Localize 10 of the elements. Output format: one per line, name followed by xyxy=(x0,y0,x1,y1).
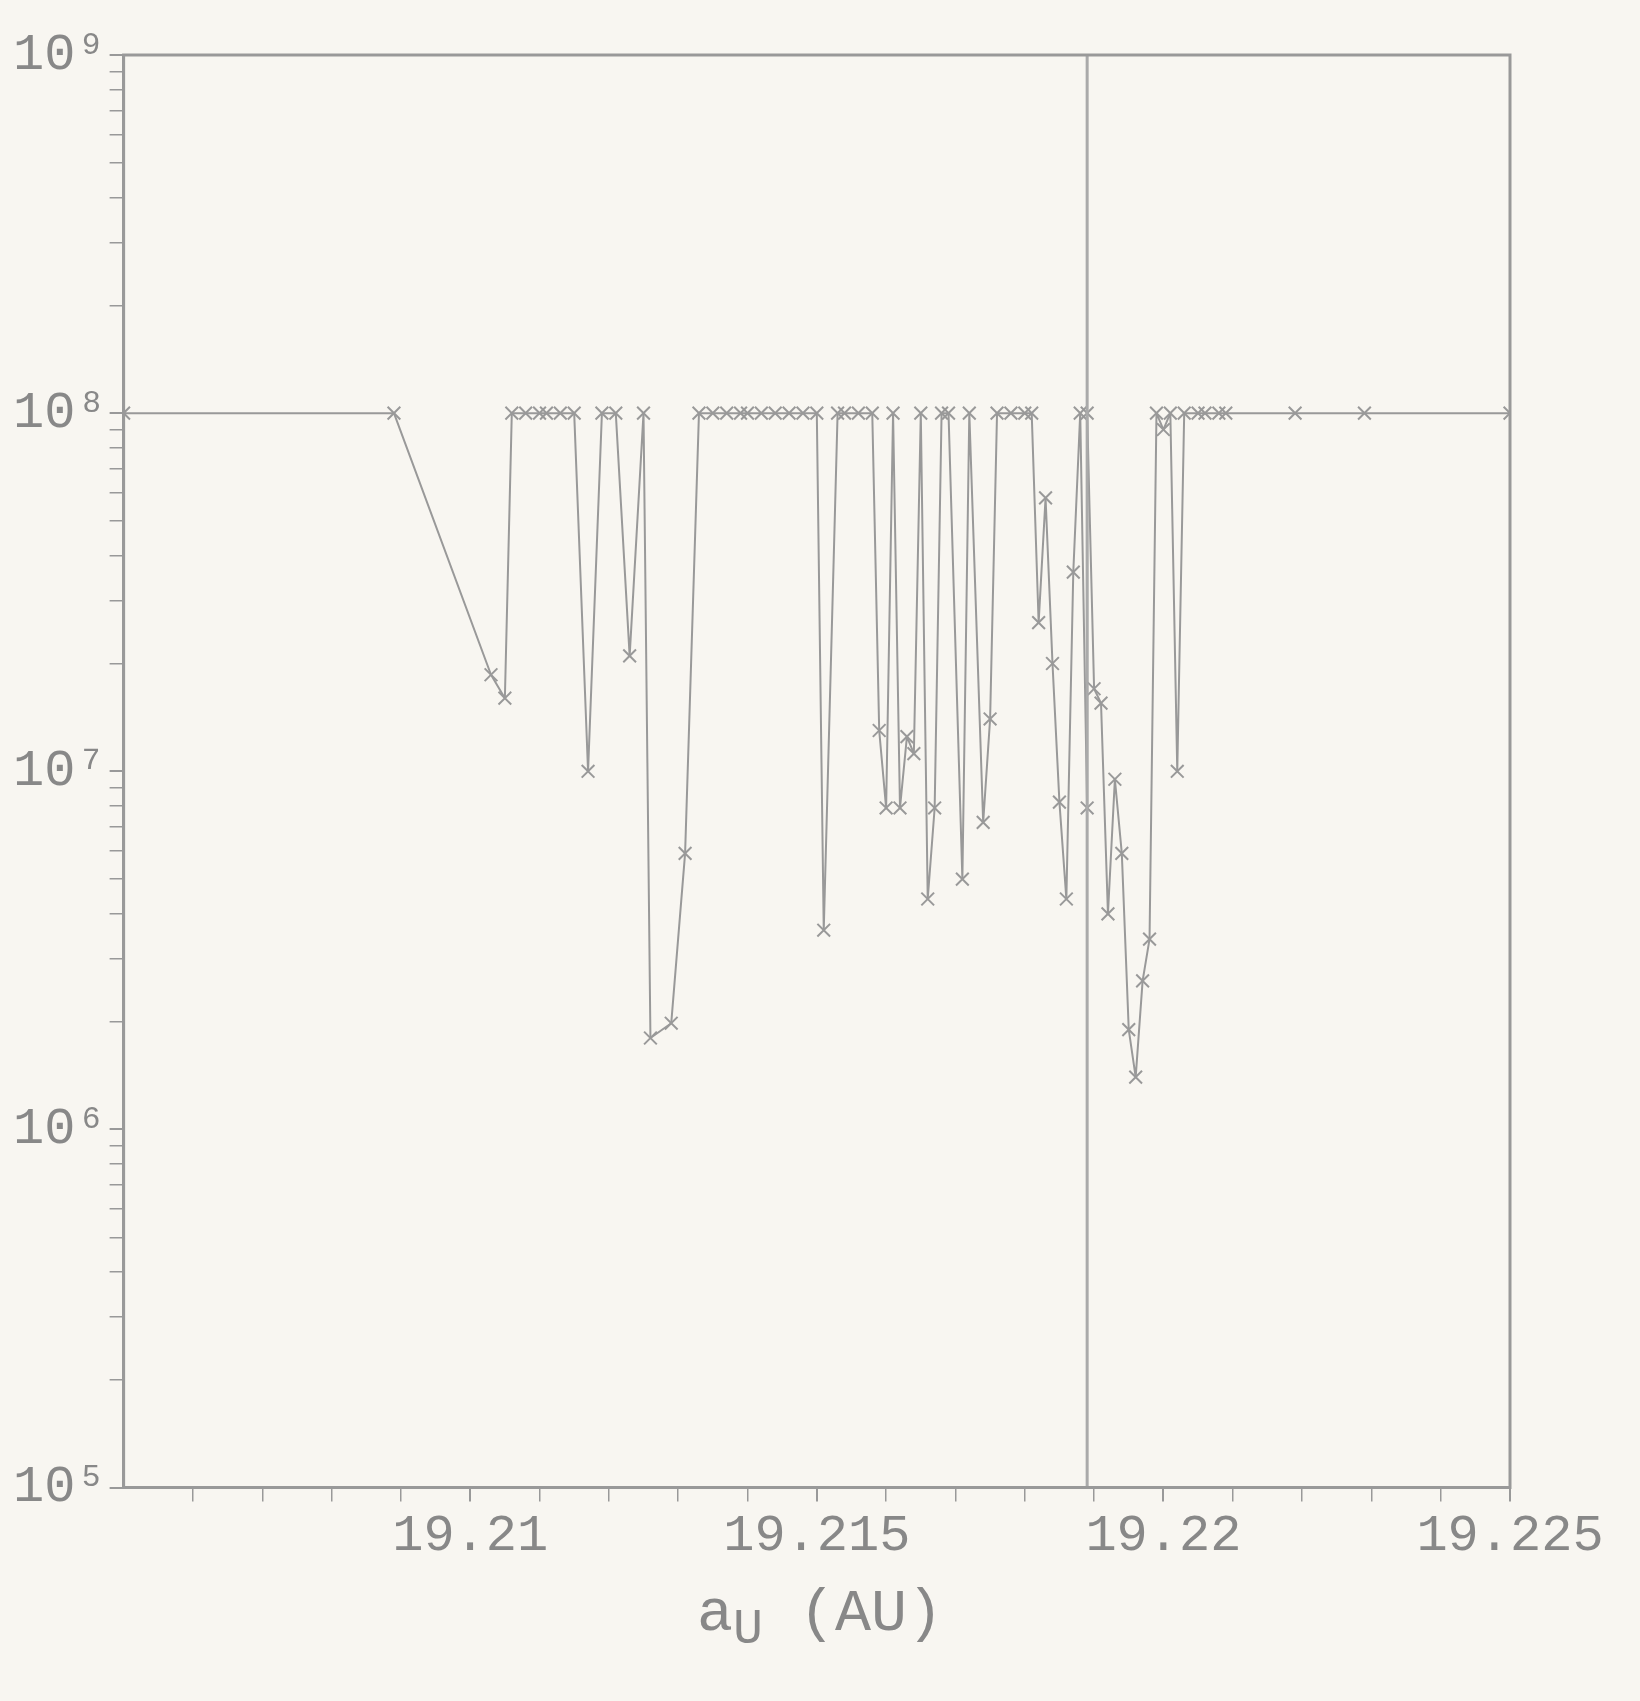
x-tick-label: 19.22 xyxy=(1085,1506,1242,1566)
y-tick-label: 10⁹ xyxy=(12,25,107,85)
x-tick-label: 19.21 xyxy=(392,1506,549,1566)
y-tick-label: 10⁸ xyxy=(12,383,107,443)
x-tick-label: 19.215 xyxy=(723,1506,911,1566)
y-tick-label: 10⁶ xyxy=(12,1100,107,1160)
y-tick-label: 10⁷ xyxy=(12,742,107,802)
x-tick-label: 19.225 xyxy=(1416,1506,1604,1566)
y-tick-label: 10⁵ xyxy=(12,1458,107,1518)
x-axis-title: a$_{U}$ (AU) xyxy=(695,1580,945,1658)
